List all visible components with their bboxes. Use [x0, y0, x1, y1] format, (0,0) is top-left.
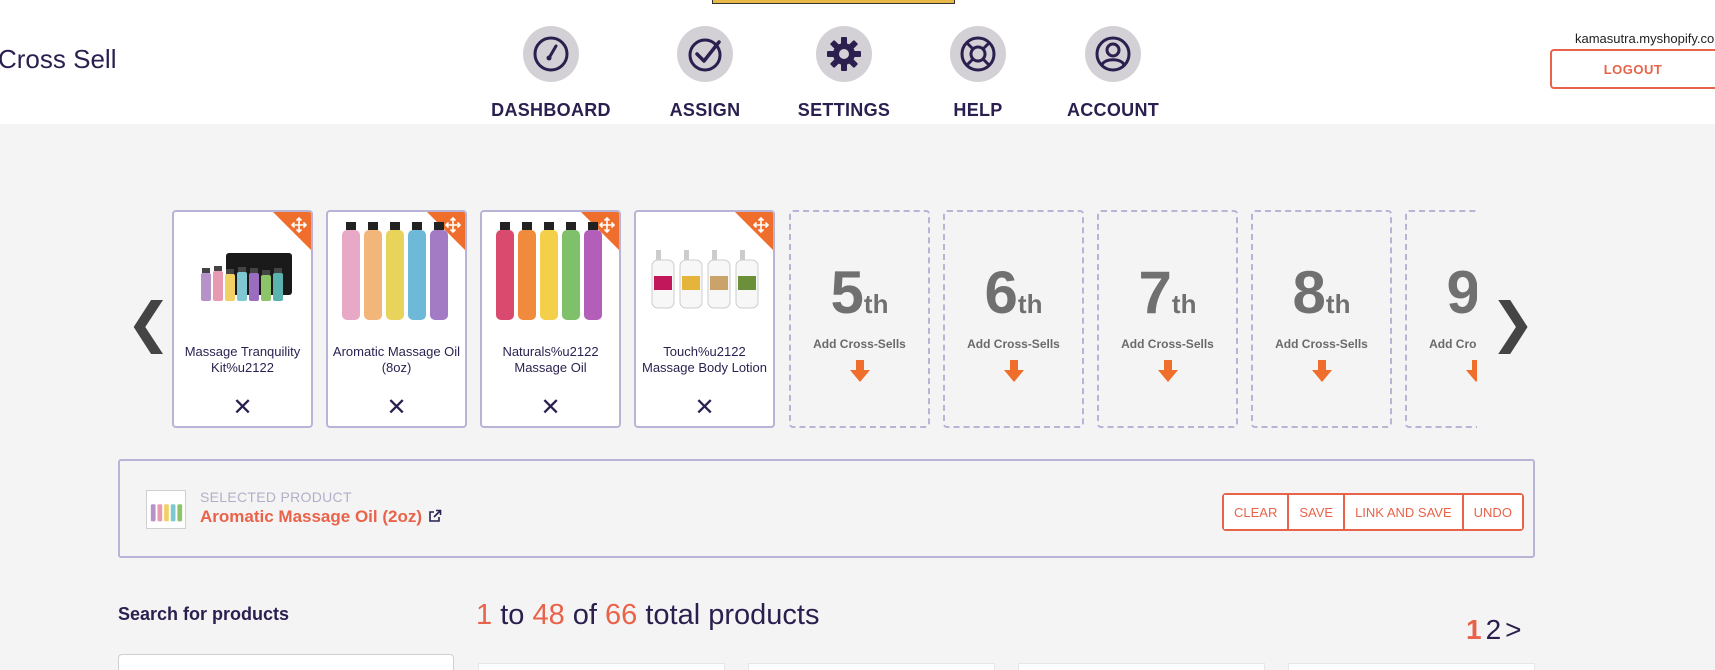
carousel-next-arrow[interactable]: ❯	[1490, 293, 1536, 353]
card-title: Aromatic Massage Oil (8oz)	[332, 344, 461, 375]
selected-product-panel: SELECTED PRODUCT Aromatic Massage Oil (2…	[118, 459, 1535, 558]
empty-cross-sell-slot[interactable]: 7th Add Cross-Sells	[1097, 210, 1238, 428]
cross-sell-carousel: Massage Tranquility Kit%u2122 ✕ Aromatic…	[172, 210, 1477, 428]
nav-label-settings: SETTINGS	[797, 100, 891, 120]
product-grid-card[interactable]	[1288, 663, 1535, 670]
account-user-icon	[1095, 36, 1131, 72]
selected-product-thumbnail	[146, 490, 186, 529]
move-drag-icon[interactable]	[444, 216, 462, 234]
arrow-down-icon	[849, 360, 870, 382]
nav-settings[interactable]: SETTINGS	[774, 26, 914, 122]
logout-button[interactable]: LOGOUT	[1550, 49, 1715, 89]
cross-sell-card[interactable]: Aromatic Massage Oil (8oz) ✕	[326, 210, 467, 428]
selected-product-link[interactable]: Aromatic Massage Oil (2oz)	[200, 507, 442, 527]
product-grid-card[interactable]	[478, 663, 725, 670]
cross-sell-card[interactable]: Touch%u2122 Massage Body Lotion ✕	[634, 210, 775, 428]
page-2[interactable]: 2	[1485, 614, 1502, 645]
selected-product-caption: SELECTED PRODUCT	[200, 489, 352, 505]
remove-cross-sell-button[interactable]: ✕	[694, 394, 715, 421]
nav-assign[interactable]: ASSIGN	[635, 26, 775, 122]
move-drag-icon[interactable]	[290, 216, 308, 234]
page-current[interactable]: 1	[1466, 614, 1482, 645]
slot-suffix: th	[1017, 289, 1043, 319]
nav-label-assign: ASSIGN	[669, 100, 741, 120]
dashboard-gauge-icon	[533, 36, 569, 72]
slot-number: 6	[984, 259, 1018, 326]
product-image	[342, 222, 448, 320]
carousel-prev-arrow[interactable]: ❮	[126, 293, 172, 353]
card-title: Massage Tranquility Kit%u2122	[184, 344, 301, 375]
slot-label: Add Cross-Sells	[813, 337, 906, 351]
clear-button[interactable]: CLEAR	[1224, 495, 1290, 529]
card-title: Touch%u2122 Massage Body Lotion	[641, 344, 768, 375]
slot-suffix: th	[1325, 289, 1351, 319]
settings-gear-icon	[827, 37, 861, 71]
product-grid-card[interactable]	[1018, 663, 1265, 670]
cross-sell-card[interactable]: Massage Tranquility Kit%u2122 ✕	[172, 210, 313, 428]
nav-help[interactable]: HELP	[908, 26, 1048, 122]
save-button[interactable]: SAVE	[1289, 495, 1346, 529]
nav-label-account: ACCOUNT	[1066, 100, 1160, 120]
top-header: Cross Sell DASHBOARD ASSIGN SETTINGS HEL…	[0, 0, 1715, 124]
shop-domain: kamasutra.myshopify.co	[1575, 31, 1715, 46]
arrow-down-icon	[1465, 360, 1477, 382]
slot-label: Add Cross-Sells	[1275, 337, 1368, 351]
move-drag-icon[interactable]	[598, 216, 616, 234]
product-image	[201, 253, 292, 301]
slot-number: 5	[830, 259, 864, 326]
results-from: 1	[476, 599, 493, 631]
assign-check-icon	[688, 38, 722, 72]
help-lifebuoy-icon	[960, 36, 996, 72]
remove-cross-sell-button[interactable]: ✕	[232, 394, 253, 421]
slot-label: Add Cross-Sells	[1429, 337, 1477, 351]
card-title: Naturals%u2122 Massage Oil	[502, 344, 599, 375]
remove-cross-sell-button[interactable]: ✕	[386, 394, 407, 421]
top-notice-strip	[712, 0, 955, 4]
empty-cross-sell-slot[interactable]: 5th Add Cross-Sells	[789, 210, 930, 428]
search-label: Search for products	[118, 604, 290, 624]
arrow-down-icon	[1311, 360, 1332, 382]
results-count: 1 to 48 of 66 total products	[476, 599, 819, 632]
slot-number: 9	[1446, 259, 1477, 326]
empty-cross-sell-slot[interactable]: 8th Add Cross-Sells	[1251, 210, 1392, 428]
results-to: 48	[532, 599, 565, 631]
nav-account[interactable]: ACCOUNT	[1043, 26, 1183, 122]
slot-number: 7	[1138, 259, 1172, 326]
arrow-down-icon	[1157, 360, 1178, 382]
results-total: 66	[605, 599, 638, 631]
slot-label: Add Cross-Sells	[1121, 337, 1214, 351]
slot-label: Add Cross-Sells	[967, 337, 1060, 351]
product-grid-card[interactable]	[748, 663, 995, 670]
selected-product-name: Aromatic Massage Oil (2oz)	[200, 507, 423, 526]
cross-sell-card[interactable]: Naturals%u2122 Massage Oil ✕	[480, 210, 621, 428]
product-image	[496, 222, 602, 320]
move-drag-icon[interactable]	[752, 216, 770, 234]
pagination: 1 2 >	[1466, 614, 1526, 646]
results-suffix: total products	[645, 599, 820, 631]
nav-label-help: HELP	[953, 100, 1003, 120]
empty-cross-sell-slot[interactable]: 6th Add Cross-Sells	[943, 210, 1084, 428]
results-to-word: to	[500, 599, 525, 631]
remove-cross-sell-button[interactable]: ✕	[540, 394, 561, 421]
empty-cross-sell-slot[interactable]: 9th Add Cross-Sells	[1405, 210, 1477, 428]
search-input[interactable]	[118, 654, 454, 670]
nav-label-dashboard: DASHBOARD	[491, 100, 611, 120]
external-link-icon[interactable]	[428, 509, 442, 523]
slot-number: 8	[1292, 259, 1326, 326]
page-next[interactable]: >	[1505, 614, 1522, 645]
undo-button[interactable]: UNDO	[1463, 495, 1522, 529]
action-button-group: CLEAR SAVE LINK AND SAVE UNDO	[1222, 493, 1524, 531]
product-image	[651, 250, 759, 309]
slot-suffix: th	[1171, 289, 1197, 319]
link-and-save-button[interactable]: LINK AND SAVE	[1345, 495, 1464, 529]
arrow-down-icon	[1003, 360, 1024, 382]
slot-suffix: th	[863, 289, 889, 319]
results-of-word: of	[572, 599, 597, 631]
app-title: Cross Sell	[0, 44, 117, 74]
nav-dashboard[interactable]: DASHBOARD	[481, 26, 621, 122]
